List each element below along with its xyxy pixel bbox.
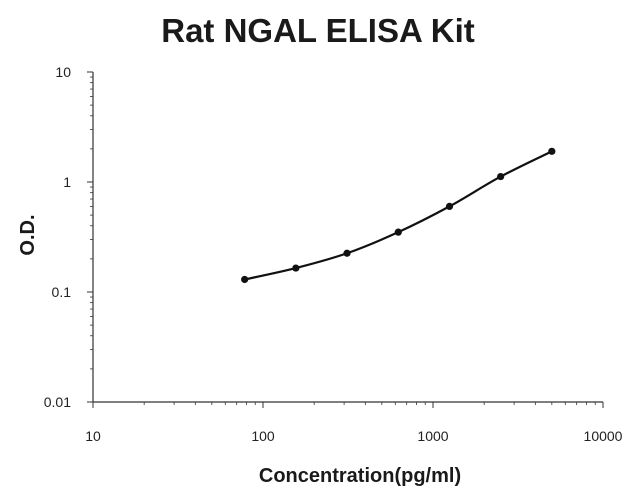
data-point [241, 275, 249, 284]
y-tick-label: 0.01 [44, 394, 71, 410]
x-tick-label: 10000 [584, 428, 623, 444]
x-tick-label: 100 [251, 428, 275, 444]
data-point [497, 172, 505, 181]
plot-area [241, 147, 556, 284]
x-tick-label: 1000 [417, 428, 448, 444]
y-tick-label: 1 [63, 174, 71, 190]
data-point [292, 264, 300, 272]
fit-curve [244, 150, 553, 281]
data-point [394, 228, 402, 236]
axes: 10 100 1000 10000 0.01 0.1 1 10 [44, 64, 623, 444]
x-axis-title: Concentration(pg/ml) [259, 465, 461, 487]
chart-title: Rat NGAL ELISA Kit [161, 12, 475, 49]
y-tick-label: 0.1 [52, 284, 72, 300]
y-tick-label: 10 [55, 64, 71, 80]
x-tick-label: 10 [85, 428, 101, 444]
data-point [343, 249, 351, 257]
y-axis-title: O.D. [17, 214, 39, 255]
data-point [548, 147, 556, 155]
data-point [445, 202, 454, 211]
